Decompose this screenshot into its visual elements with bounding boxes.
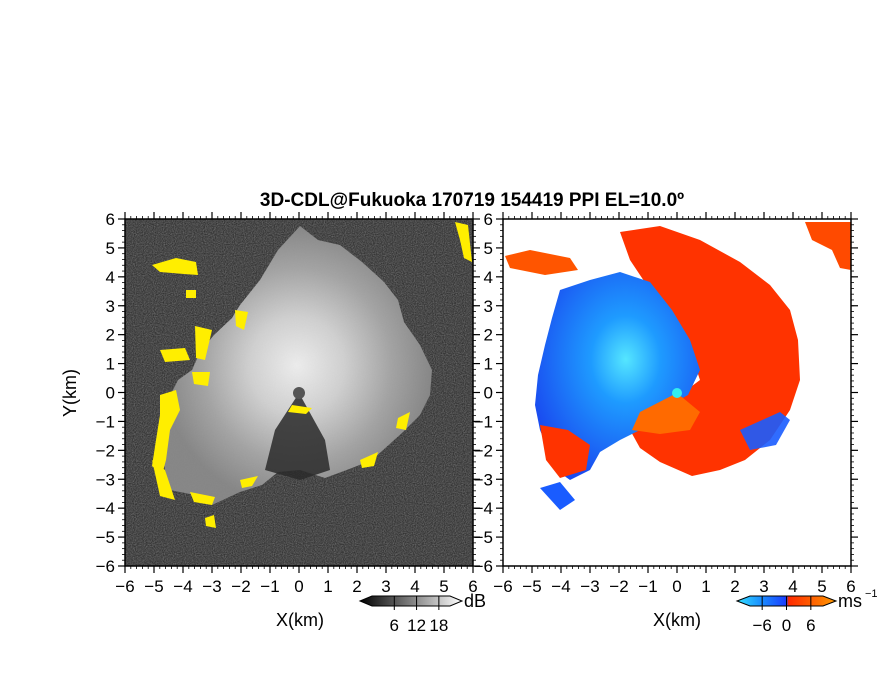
y-tick-label: −4	[474, 499, 493, 518]
y-tick-label: 1	[484, 355, 493, 374]
y-tick-label: −2	[96, 441, 115, 460]
x-tick-label: −5	[522, 577, 541, 596]
x-tick-label: −1	[260, 577, 279, 596]
velocity-axis-ticks: −6 −5 −4 −3 −2 −1 0 1 2 3 4 5 6 6 5 4 3 2 1 0 −1 −2 −3 −4 −5 −6	[474, 210, 858, 596]
y-tick-label: 0	[106, 384, 115, 403]
x-tick-label: −1	[638, 577, 657, 596]
y-tick-label: 6	[106, 210, 115, 229]
snr-colorbar-ticks: 6 12 18	[390, 596, 448, 635]
y-tick-label: −6	[474, 557, 493, 576]
x-tick-label: 1	[323, 577, 332, 596]
chart-title: 3D-CDL@Fukuoka 170719 154419 PPI EL=10.0…	[260, 190, 684, 211]
x-tick-label: 3	[759, 577, 768, 596]
x-tick-label: 0	[294, 577, 303, 596]
snr-shadow-sector	[265, 393, 330, 480]
velocity-lower-left-echo	[540, 482, 575, 510]
velocity-site-marker	[672, 388, 682, 398]
x-tick-label: −2	[609, 577, 628, 596]
velocity-colorbar-ticks: −6 0 6	[752, 596, 816, 635]
y-tick-label: −2	[474, 441, 493, 460]
colorbar-tick-label: 18	[429, 616, 448, 635]
y-tick-label: 0	[484, 384, 493, 403]
snr-yellow-echoes	[152, 222, 472, 528]
y-tick-label: 5	[106, 239, 115, 258]
x-tick-label: −6	[493, 577, 512, 596]
y-tick-label: −6	[96, 557, 115, 576]
x-tick-label: 4	[788, 577, 797, 596]
y-tick-label: 1	[106, 355, 115, 374]
snr-y-axis-title: Y(km)	[60, 369, 80, 417]
x-tick-label: −3	[580, 577, 599, 596]
snr-echo-region	[162, 226, 432, 505]
y-tick-label: 4	[484, 268, 493, 287]
colorbar-tick-label: 12	[407, 616, 426, 635]
y-tick-label: −5	[96, 528, 115, 547]
y-tick-label: 3	[484, 297, 493, 316]
y-tick-label: −1	[96, 412, 115, 431]
snr-colorbar-scale	[358, 595, 464, 607]
x-tick-label: 1	[701, 577, 710, 596]
lidar-site-marker	[293, 387, 305, 399]
x-tick-label: −4	[551, 577, 570, 596]
x-tick-label: −6	[115, 577, 134, 596]
velocity-negative-region	[535, 272, 700, 480]
y-tick-label: −4	[96, 499, 115, 518]
y-tick-label: −3	[96, 470, 115, 489]
velocity-red-fringe	[540, 425, 590, 478]
x-tick-label: 2	[352, 577, 361, 596]
y-tick-label: −3	[474, 470, 493, 489]
x-tick-label: 3	[381, 577, 390, 596]
x-tick-label: −2	[231, 577, 250, 596]
x-tick-label: 5	[439, 577, 448, 596]
velocity-colorbar: −6 0 6 ms −1	[735, 588, 878, 635]
y-tick-label: −1	[474, 412, 493, 431]
y-tick-label: 2	[484, 326, 493, 345]
x-tick-label: 5	[817, 577, 826, 596]
y-tick-label: 5	[484, 239, 493, 258]
velocity-colorbar-unit: ms	[838, 591, 862, 611]
y-tick-label: −5	[474, 528, 493, 547]
snr-x-axis-title: X(km)	[276, 610, 324, 630]
y-tick-label: 6	[484, 210, 493, 229]
x-tick-label: 2	[730, 577, 739, 596]
colorbar-tick-label: −6	[752, 616, 771, 635]
x-tick-label: 0	[672, 577, 681, 596]
velocity-panel	[503, 219, 851, 566]
x-tick-label: −5	[144, 577, 163, 596]
colorbar-tick-label: 6	[806, 616, 815, 635]
y-tick-label: 4	[106, 268, 115, 287]
velocity-blue-band	[740, 412, 790, 450]
x-tick-label: 4	[410, 577, 419, 596]
y-tick-label: 3	[106, 297, 115, 316]
velocity-colorbar-unit-exponent: −1	[865, 588, 878, 600]
x-tick-label: −4	[173, 577, 192, 596]
snr-panel	[125, 219, 473, 566]
x-tick-label: 6	[846, 577, 855, 596]
colorbar-tick-label: 0	[782, 616, 791, 635]
velocity-x-axis-title: X(km)	[653, 610, 701, 630]
velocity-red-sector	[632, 393, 700, 434]
velocity-upper-right-echo	[805, 222, 851, 270]
y-tick-label: 2	[106, 326, 115, 345]
velocity-upper-left-echo	[505, 250, 578, 275]
snr-colorbar-unit: dB	[464, 591, 486, 611]
x-tick-label: −3	[202, 577, 221, 596]
x-tick-label: 6	[468, 577, 477, 596]
snr-axis-ticks: −6 −5 −4 −3 −2 −1 0 1 2 3 4 5 6 6 5 4 3 2 1 0 −1 −2 −3 −4 −5 −6	[96, 210, 480, 596]
snr-colorbar: 6 12 18 dB	[358, 591, 486, 635]
colorbar-tick-label: 6	[390, 616, 399, 635]
